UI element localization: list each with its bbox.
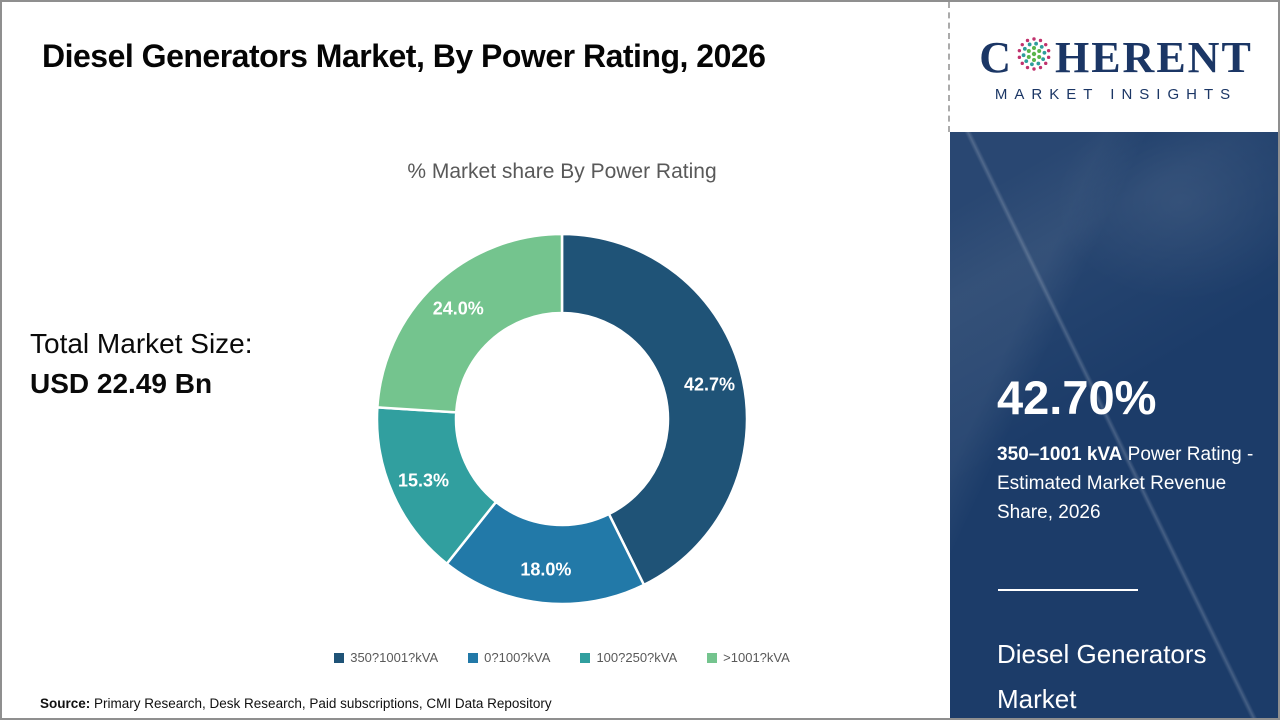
globe-dot (1038, 65, 1043, 69)
globe-dot (1031, 45, 1036, 50)
globe-dot (1046, 55, 1051, 59)
panel-headline-percent: 42.70% (997, 371, 1157, 424)
total-market-size-label: Total Market Size: (30, 328, 253, 359)
donut-slice-label-2: 15.3% (398, 470, 449, 490)
panel-subtext-bold: 350–1001 kVA (997, 444, 1123, 465)
globe-dot (1017, 48, 1022, 52)
globe-dot (1036, 61, 1041, 65)
logo-letter-c: C (979, 32, 1013, 82)
legend-item-1: 0?100?kVA (468, 650, 550, 665)
globe-dot (1022, 46, 1027, 51)
globe-dot (1020, 61, 1024, 65)
page-title: Diesel Generators Market, By Power Ratin… (42, 38, 766, 74)
globe-dot (1020, 42, 1024, 46)
legend-swatch-2 (580, 652, 591, 663)
globe-dot (1031, 57, 1036, 62)
legend-item-0: 350?1001?kVA (334, 650, 438, 665)
legend-label-2: 100?250?kVA (596, 650, 678, 665)
globe-dot (1027, 42, 1032, 46)
globe-dot (1041, 56, 1046, 61)
header-dashed-divider (948, 2, 950, 132)
chart-title: % Market share By Power Rating (407, 160, 717, 183)
total-market-size-block: Total Market Size: USD 22.49 Bn (30, 328, 253, 400)
globe-dot (1026, 48, 1031, 53)
globe-dot (1039, 44, 1044, 49)
globe-dot (1042, 50, 1047, 55)
source-line: Source: Primary Research, Desk Research,… (40, 696, 552, 711)
legend-label-1: 0?100?kVA (484, 650, 551, 665)
globe-dot (1024, 58, 1029, 63)
globe-dot (1032, 66, 1036, 71)
globe-dot (1034, 41, 1038, 46)
globe-center-dot (1031, 51, 1037, 56)
donut-slice-0 (560, 232, 749, 587)
globe-dot (1026, 54, 1031, 59)
legend-label-3: >1001?kVA (723, 650, 790, 665)
logo-word-rest: HERENT (1054, 32, 1253, 82)
globe-dot (1029, 61, 1034, 66)
donut-chart: 42.7% 18.0% 15.3% 24.0% (372, 229, 752, 609)
legend-item-2: 100?250?kVA (580, 650, 677, 665)
legend-item-3: >1001?kVA (707, 650, 790, 665)
globe-dot (1017, 55, 1022, 59)
donut-slice-3 (376, 232, 564, 414)
panel-divider-line (998, 589, 1138, 591)
donut-slice-label-1: 18.0% (520, 560, 571, 580)
globe-dot (1046, 48, 1051, 52)
globe-dot (1032, 36, 1036, 41)
panel-market-name: Diesel Generators Market (997, 632, 1257, 718)
globe-dot (1025, 65, 1030, 69)
panel-subtext: 350–1001 kVA Power Rating - Estimated Ma… (997, 440, 1263, 527)
logo-wordmark: C HERENT (979, 32, 1253, 82)
panel-subtext-rest: Power Rating - Estimated Market Revenue … (997, 444, 1254, 523)
globe-dots-icon (1016, 36, 1052, 80)
panel-market-name-line2: Market (997, 684, 1077, 714)
total-market-size-value: USD 22.49 Bn (30, 368, 213, 399)
globe-dot (1043, 42, 1048, 46)
donut-slice-label-3: 24.0% (433, 299, 484, 319)
donut-slice-1 (445, 500, 646, 606)
panel-market-name-line1: Diesel Generators (997, 639, 1207, 669)
chart-legend: 350?1001?kVA 0?100?kVA 100?250?kVA >1001?kV… (232, 650, 892, 665)
source-label: Source: (40, 696, 91, 711)
globe-dot (1025, 38, 1030, 42)
globe-dot (1037, 54, 1042, 59)
globe-dot (1043, 61, 1048, 65)
company-logo: C HERENT MARKET INSIGHTS (952, 2, 1278, 132)
globe-dot (1038, 38, 1043, 42)
legend-swatch-3 (707, 652, 718, 663)
donut-slice-label-0: 42.7% (684, 375, 735, 395)
globe-dot (1037, 48, 1042, 53)
side-panel: 42.70% 350–1001 kVA Power Rating - Estim… (950, 132, 1278, 718)
legend-label-0: 350?1001?kVA (350, 650, 439, 665)
legend-swatch-0 (334, 652, 345, 663)
source-text: Primary Research, Desk Research, Paid su… (90, 696, 552, 711)
legend-swatch-1 (468, 652, 479, 663)
globe-dot (1021, 52, 1026, 57)
logo-subtitle: MARKET INSIGHTS (994, 85, 1238, 103)
